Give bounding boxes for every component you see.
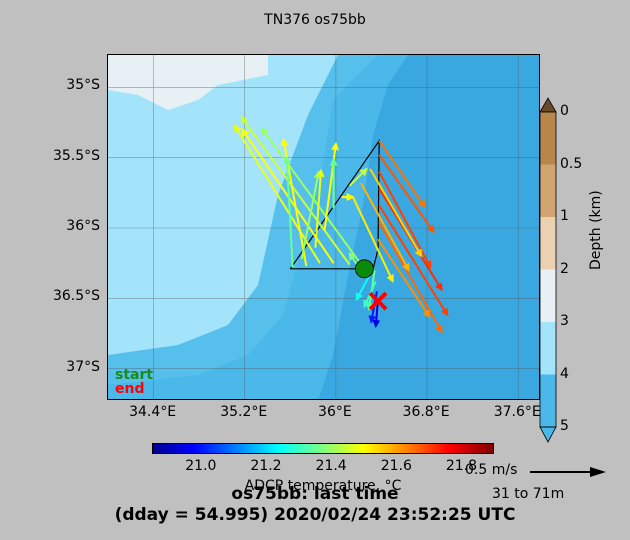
depth-colorbar-frame <box>539 111 557 428</box>
y-tick-label: 36.5°S <box>52 288 100 305</box>
end-marker <box>368 291 388 311</box>
y-tick-label: 35.5°S <box>52 147 100 164</box>
temperature-tick-label: 21.2 <box>250 458 282 474</box>
depth-colorbar-label: Depth (km) <box>588 190 604 270</box>
temperature-tick-label: 21.6 <box>380 458 412 474</box>
current-vector <box>352 196 394 283</box>
current-vector <box>378 140 426 209</box>
current-vector <box>360 182 410 272</box>
x-tick-label: 34.4°E <box>129 404 177 420</box>
depth-tick-label: 1 <box>560 208 569 224</box>
depth-colorbar-segment <box>540 322 556 375</box>
depth-colorbar-segment <box>540 164 556 217</box>
y-tick-label: 35°S <box>66 77 100 94</box>
depth-tick-label: 3 <box>560 313 569 329</box>
x-tick-label: 37.6°E <box>493 404 541 420</box>
map-grid <box>108 55 539 399</box>
ship-track <box>289 138 380 270</box>
x-tick-label: 36°E <box>318 404 352 420</box>
depth-colorbar-segment <box>540 217 556 270</box>
temperature-colorbar-label: ADCP temperature, °C <box>244 478 402 494</box>
current-vector <box>355 273 371 302</box>
depth-tick-label: 5 <box>560 418 569 434</box>
current-vector <box>369 168 423 258</box>
legend-start: start <box>115 367 154 383</box>
current-vectors <box>233 115 449 334</box>
current-vector <box>378 154 435 234</box>
footer-line2: (dday = 54.995) 2020/02/24 23:52:25 UTC <box>114 505 516 525</box>
current-vector <box>378 204 449 317</box>
x-tick-label: 35.2°E <box>220 404 268 420</box>
depth-tick-label: 4 <box>560 365 569 382</box>
footer-line1: os75bb: last time <box>231 484 399 504</box>
position-markers <box>354 259 388 311</box>
y-tick-label: 37°S <box>66 358 100 375</box>
start-marker <box>354 259 374 279</box>
current-vector <box>240 115 351 266</box>
depth-colorbar <box>539 97 557 443</box>
depth-tick-label: 2 <box>560 260 569 277</box>
depth-colorbar-top-extend <box>539 97 557 113</box>
depth-colorbar-segment <box>540 269 556 322</box>
current-vector <box>283 156 294 268</box>
current-vector <box>377 238 431 318</box>
temperature-tick-label: 21.8 <box>445 458 477 474</box>
temperature-tick-label: 21.4 <box>315 458 347 474</box>
vector-scale-label: 0.5 m/s <box>465 462 518 478</box>
legend-end: end <box>115 381 145 397</box>
track-line <box>289 138 380 270</box>
y-tick-label: 36°S <box>66 218 100 234</box>
current-vector <box>378 221 443 334</box>
temperature-colorbar <box>152 443 494 454</box>
current-vector <box>300 170 322 260</box>
x-tick-label: 36.8°E <box>402 404 450 420</box>
map-svg <box>108 55 539 399</box>
depth-tick-label: 0.5 <box>560 155 583 172</box>
temperature-tick-label: 21.0 <box>185 458 217 474</box>
vector-scale-arrow <box>530 467 606 477</box>
depth-colorbar-segment <box>540 112 556 165</box>
depth-range-label: 31 to 71m <box>492 486 565 502</box>
bathy-shallow <box>108 55 268 110</box>
depth-colorbar-segment <box>540 374 556 427</box>
map-plot-area <box>107 54 540 400</box>
current-vector <box>348 167 368 187</box>
depth-colorbar-bottom-extend <box>539 426 557 443</box>
depth-tick-label: 0 <box>560 103 569 119</box>
chart-title: TN376 os75bb <box>264 12 366 28</box>
current-vector <box>314 168 325 248</box>
